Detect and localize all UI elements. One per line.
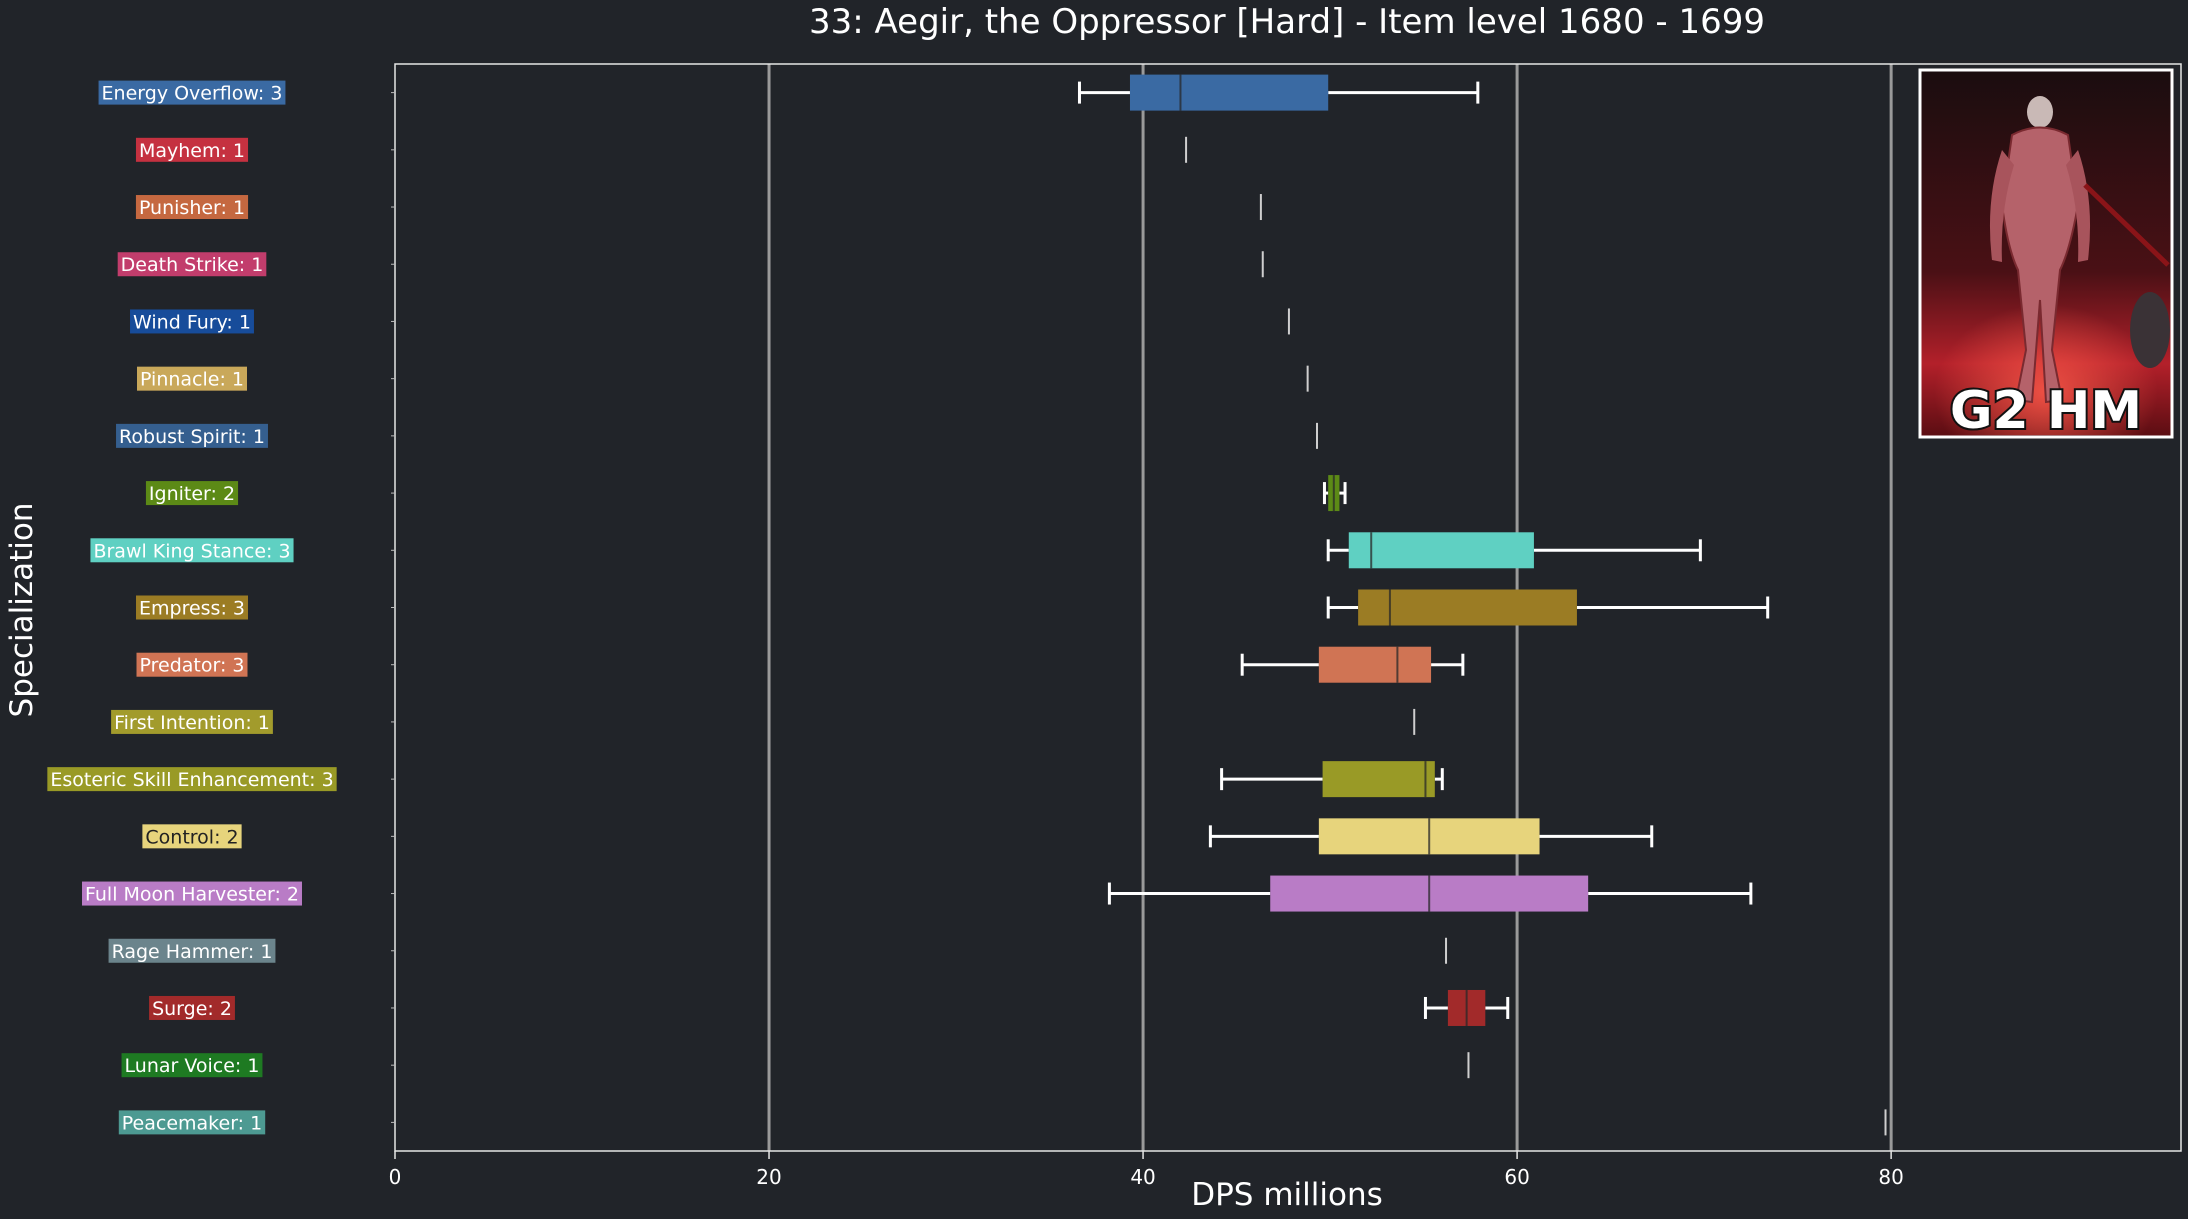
- specialization-label: Energy Overflow: 3: [98, 80, 286, 105]
- box-series-group: [1077, 74, 1887, 1136]
- label-background: [135, 137, 249, 162]
- specialization-label: Robust Spirit: 1: [116, 423, 268, 448]
- boss-portrait-badge: G2 HM: [1918, 68, 2174, 443]
- box-series: [1208, 818, 1654, 855]
- specialization-label-text: Death Strike: 1: [121, 254, 264, 276]
- specialization-label: Punisher: 1: [135, 195, 249, 220]
- x-tick-label: 20: [756, 1165, 781, 1189]
- box-series: [1107, 875, 1753, 912]
- x-tick-label: 40: [1130, 1165, 1155, 1189]
- chart-title: 33: Aegir, the Oppressor [Hard] - Item l…: [809, 2, 1765, 42]
- specialization-label-text: Igniter: 2: [149, 483, 235, 505]
- specialization-label-text: Predator: 3: [140, 655, 245, 677]
- label-background: [137, 366, 247, 391]
- iqr-box: [1129, 74, 1329, 111]
- box-series: [1240, 646, 1465, 683]
- x-tick-label: 0: [389, 1165, 402, 1189]
- specialization-label-text: Empress: 3: [139, 598, 245, 620]
- box-series: [1220, 761, 1444, 798]
- specialization-label-text: Control: 2: [145, 826, 238, 848]
- y-axis-label: Specialization: [4, 503, 40, 718]
- label-background: [145, 481, 239, 506]
- specialization-label: Lunar Voice: 1: [121, 1053, 263, 1078]
- specialization-label: Peacemaker: 1: [118, 1110, 266, 1135]
- x-axis-label: DPS millions: [1191, 1177, 1383, 1213]
- specialization-label-text: Mayhem: 1: [139, 140, 245, 162]
- box-series: [1322, 475, 1347, 512]
- box-series: [1423, 989, 1510, 1026]
- specialization-label-text: Punisher: 1: [139, 197, 245, 219]
- label-background: [116, 423, 268, 448]
- label-background: [47, 767, 337, 792]
- label-background: [90, 538, 294, 563]
- label-background: [117, 252, 267, 277]
- box-series: [1077, 74, 1480, 111]
- specialization-label: Rage Hammer: 1: [108, 938, 276, 963]
- specialization-label-text: Peacemaker: 1: [122, 1112, 262, 1134]
- specialization-label: Full Moon Harvester: 2: [82, 881, 302, 906]
- label-background: [82, 881, 302, 906]
- label-background: [136, 595, 248, 620]
- x-tick-label: 60: [1504, 1165, 1529, 1189]
- specialization-label-text: Surge: 2: [152, 998, 232, 1020]
- iqr-box: [1318, 646, 1432, 683]
- label-background: [111, 709, 273, 734]
- label-background: [135, 195, 249, 220]
- specialization-label: Predator: 3: [136, 652, 248, 677]
- label-background: [121, 1053, 263, 1078]
- specialization-labels: Energy Overflow: 3 Mayhem: 1 Punisher: 1 De…: [47, 80, 337, 1135]
- specialization-label: Empress: 3: [136, 595, 248, 620]
- label-background: [142, 824, 242, 849]
- x-axis-ticks: 0 20 40 60 80: [389, 1151, 1904, 1189]
- iqr-box: [1358, 589, 1577, 626]
- x-tick-label: 80: [1878, 1165, 1903, 1189]
- label-background: [149, 995, 235, 1020]
- specialization-label-text: Energy Overflow: 3: [102, 83, 283, 105]
- boss-figure-icon: [1989, 96, 2170, 404]
- y-tick-marks: [391, 92, 395, 1123]
- iqr-box: [1348, 532, 1534, 569]
- label-background: [130, 309, 254, 334]
- specialization-label: Mayhem: 1: [135, 137, 249, 162]
- specialization-label-text: Rage Hammer: 1: [112, 941, 273, 963]
- specialization-label-text: Wind Fury: 1: [133, 311, 251, 333]
- label-background: [98, 80, 286, 105]
- badge-text: G2 HM: [1950, 381, 2142, 441]
- specialization-label: Brawl King Stance: 3: [90, 538, 294, 563]
- specialization-label: Surge: 2: [149, 995, 235, 1020]
- specialization-label: Control: 2: [142, 824, 242, 849]
- box-series: [1326, 589, 1770, 626]
- label-background: [108, 938, 276, 963]
- box-series: [1326, 532, 1702, 569]
- specialization-label-text: Pinnacle: 1: [140, 369, 244, 391]
- iqr-box: [1322, 761, 1435, 798]
- label-background: [118, 1110, 266, 1135]
- specialization-label: First Intention: 1: [111, 709, 273, 734]
- specialization-label-text: Lunar Voice: 1: [125, 1055, 260, 1077]
- specialization-label-text: Esoteric Skill Enhancement: 3: [50, 769, 333, 791]
- specialization-label-text: First Intention: 1: [114, 712, 270, 734]
- specialization-label-text: Full Moon Harvester: 2: [85, 884, 299, 906]
- specialization-label: Pinnacle: 1: [137, 366, 247, 391]
- specialization-label: Esoteric Skill Enhancement: 3: [47, 767, 337, 792]
- specialization-label-text: Brawl King Stance: 3: [93, 540, 290, 562]
- specialization-label: Death Strike: 1: [117, 252, 267, 277]
- label-background: [136, 652, 248, 677]
- specialization-label-text: Robust Spirit: 1: [119, 426, 265, 448]
- specialization-label: Wind Fury: 1: [130, 309, 254, 334]
- specialization-label: Igniter: 2: [145, 481, 239, 506]
